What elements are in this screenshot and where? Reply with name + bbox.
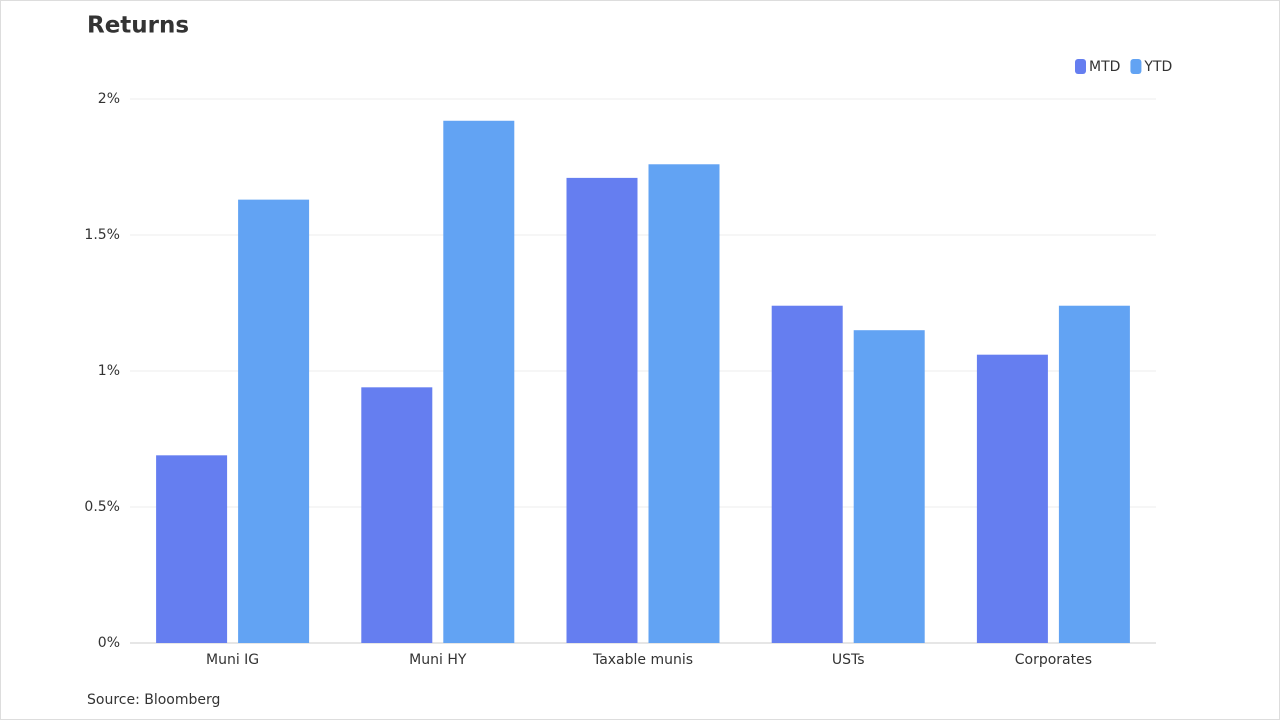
x-tick-label: USTs	[832, 652, 865, 668]
bar	[361, 387, 433, 643]
bar	[156, 455, 228, 643]
bar	[853, 330, 925, 643]
x-tick-label: Taxable munis	[592, 652, 693, 668]
bar	[566, 177, 638, 643]
legend-swatch	[1130, 59, 1142, 74]
bar	[771, 305, 843, 643]
bar	[238, 199, 310, 643]
legend-label: YTD	[1143, 59, 1172, 75]
bar	[648, 164, 720, 643]
bar	[1058, 305, 1130, 643]
y-tick-label: 1.5%	[84, 227, 120, 243]
y-tick-label: 1%	[98, 363, 120, 379]
y-tick-label: 0%	[98, 635, 120, 651]
bar	[443, 120, 515, 643]
chart-title: Returns	[87, 13, 189, 39]
x-tick-label: Muni HY	[409, 652, 467, 668]
x-tick-label: Muni IG	[206, 652, 259, 668]
legend-swatch	[1075, 59, 1086, 74]
y-tick-label: 2%	[98, 91, 120, 107]
x-tick-label: Corporates	[1015, 652, 1092, 668]
source-note: Source: Bloomberg	[87, 692, 220, 708]
bar	[976, 354, 1048, 643]
y-tick-label: 0.5%	[84, 499, 120, 515]
legend-label: MTD	[1089, 59, 1120, 75]
